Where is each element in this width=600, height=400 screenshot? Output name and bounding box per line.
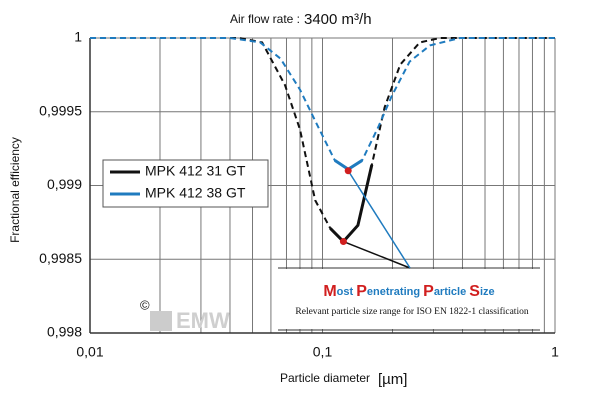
series-line-measured [329,164,374,244]
x-tick-label: 1 [551,344,559,360]
watermark-box [150,311,172,331]
y-tick-label: 0,9995 [39,102,82,118]
annotation-word: ize [480,286,495,298]
annotation-initial: M [323,283,336,300]
annotation-initial: P [356,283,367,300]
mpps-pointer [343,240,411,269]
y-tick-label: 0,999 [47,176,82,192]
annotation-initial: P [423,283,434,300]
y-axis-label: Fractional efficiency [8,137,22,243]
annotation-word: enetrating [367,286,423,298]
legend-label: MPK 412 31 GT [145,163,246,179]
mpps-marker [339,238,347,246]
annotation-title: Most Penetrating Particle Size [323,283,494,300]
watermark: EMW [176,308,230,333]
x-axis-unit: [µm] [378,371,407,388]
chart-title: Air flow rate : [230,12,300,26]
x-tick-label: 0,1 [313,344,333,360]
annotation-panel [278,269,540,329]
annotation-text: Relevant particle size range for ISO EN … [295,306,528,317]
mpps-pointer [347,170,411,269]
annotation-word: article [434,286,469,298]
y-tick-label: 0,998 [47,324,82,340]
mpps-marker [344,167,352,175]
copyright: © [140,297,150,312]
annotation-word: ost [337,286,357,298]
flow-rate: 3400 m³/h [304,11,372,28]
annotation-initial: S [469,283,480,300]
legend-box [102,159,269,208]
y-tick-label: 1 [74,29,82,45]
x-tick-label: 0,01 [76,344,103,360]
legend-label: MPK 412 38 GT [145,185,246,201]
y-tick-label: 0,9985 [39,250,82,266]
series-line [90,37,555,171]
x-axis-label: Particle diameter [280,371,370,385]
